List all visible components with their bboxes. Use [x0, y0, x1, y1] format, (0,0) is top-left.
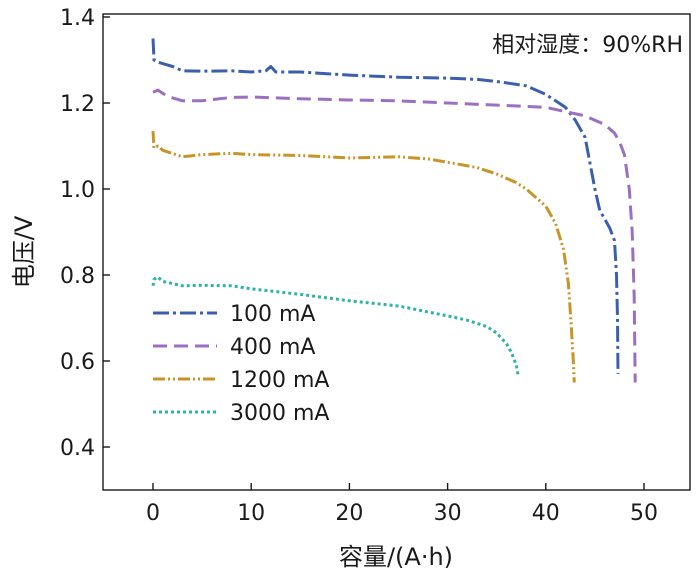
- legend-label: 3000 mA: [230, 401, 329, 426]
- series-line-1: [152, 88, 637, 383]
- series-line-0: [151, 38, 620, 374]
- x-axis-label: 容量/(A·h): [339, 543, 453, 571]
- y-tick-label: 1.4: [60, 6, 95, 31]
- x-tick-label: 10: [237, 501, 265, 526]
- x-tick-label: 40: [532, 501, 560, 526]
- series-line-2: [151, 130, 576, 383]
- y-tick-label: 0.8: [60, 264, 95, 289]
- x-tick-label: 30: [434, 501, 462, 526]
- x-tick-label: 20: [335, 501, 363, 526]
- series-layer: [151, 38, 637, 383]
- x-tick-label: 50: [630, 501, 658, 526]
- y-tick-label: 1.2: [60, 92, 95, 117]
- y-tick-label: 0.6: [60, 350, 95, 375]
- plot-area-frame: [102, 13, 691, 491]
- legend-label: 400 mA: [230, 335, 315, 360]
- legend-label: 100 mA: [230, 302, 315, 327]
- legend: 100 mA 400 mA 1200 mA 3000 mA: [153, 302, 329, 426]
- humidity-annotation: 相对湿度：90%RH: [492, 33, 683, 58]
- x-axis: 0 10 20 30 40 50: [146, 483, 658, 526]
- y-tick-label: 0.4: [60, 436, 95, 461]
- legend-label: 1200 mA: [230, 368, 329, 393]
- x-tick-label: 0: [146, 501, 160, 526]
- y-tick-label: 1.0: [60, 178, 95, 203]
- y-axis-label: 电压/V: [10, 215, 38, 288]
- series-line-3: [151, 275, 520, 377]
- y-axis: 0.4 0.6 0.8 1.0 1.2 1.4: [60, 6, 110, 461]
